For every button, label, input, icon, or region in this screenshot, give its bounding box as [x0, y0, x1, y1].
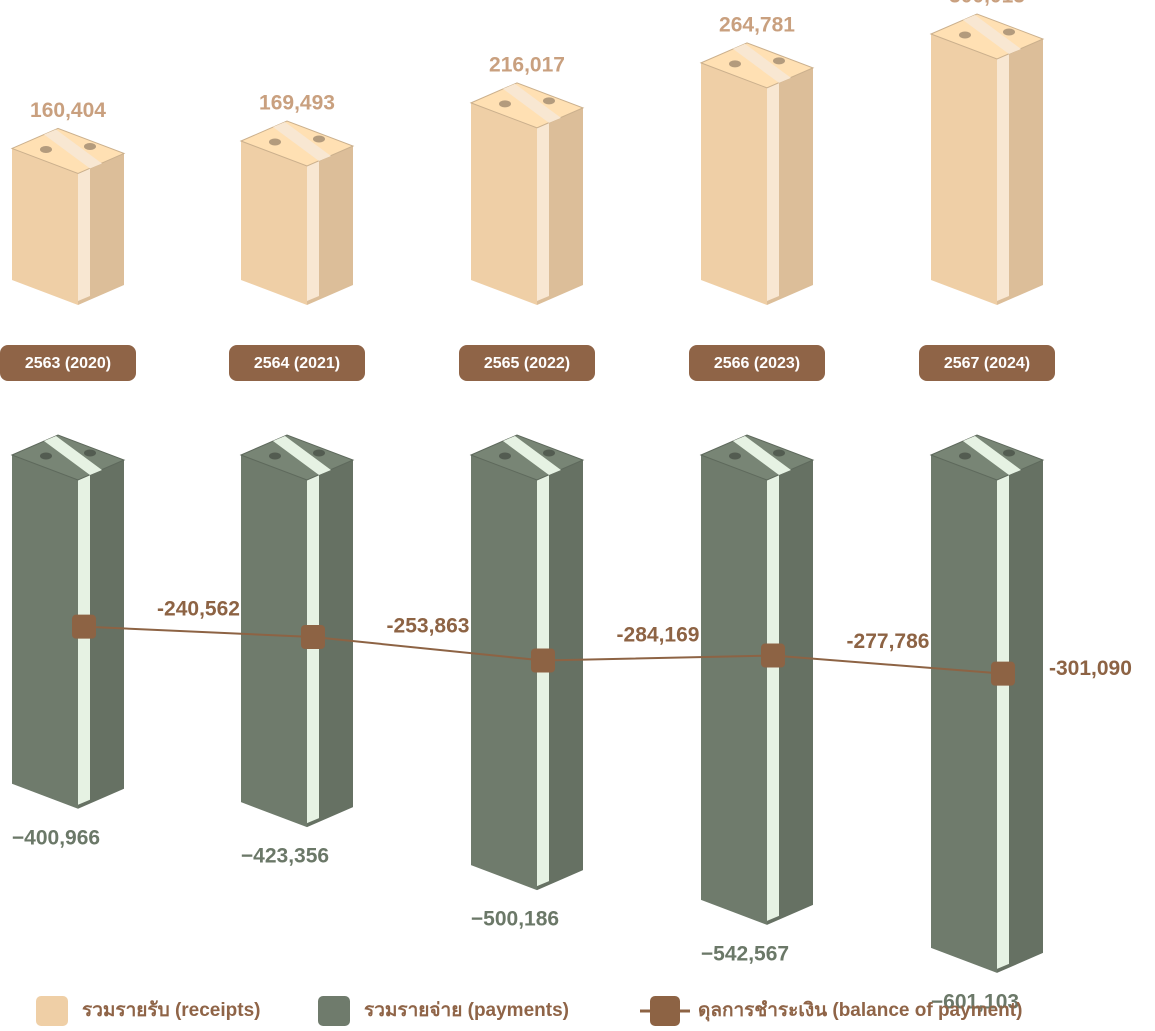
legend-swatch — [650, 996, 680, 1026]
bill-seal — [499, 100, 511, 108]
year-label: 2565 (2022) — [484, 355, 570, 372]
balance-marker — [72, 614, 96, 639]
year-label: 2567 (2024) — [944, 355, 1030, 372]
stack-left-face — [701, 455, 767, 925]
receipt-label: 264,781 — [719, 13, 795, 36]
stack-top-band — [273, 122, 331, 162]
stack-band — [767, 78, 779, 301]
stack-left-face — [931, 33, 997, 305]
stack-left-face — [701, 62, 767, 306]
bill-seal — [543, 449, 555, 457]
bill-seal — [313, 135, 325, 143]
stack-top-band — [503, 83, 561, 123]
year-label: 2566 (2023) — [714, 355, 800, 372]
bill-seal — [773, 57, 785, 65]
legend-label: ดุลการชำระเงิน (balance of payment) — [698, 1000, 1022, 1022]
balance-label: -284,169 — [617, 624, 700, 647]
bill-seal — [1003, 28, 1015, 36]
payment-stack — [699, 434, 815, 925]
payment-label: −500,186 — [471, 908, 559, 931]
year-pill — [0, 345, 136, 381]
balance-marker — [761, 643, 785, 668]
payment-stack — [929, 434, 1045, 973]
stack-band — [307, 157, 319, 301]
bill-seal — [959, 31, 971, 39]
stack-left-face — [471, 455, 537, 891]
bill-seal — [729, 60, 741, 68]
receipt-stack — [469, 82, 585, 305]
bill-seal — [959, 452, 971, 460]
payment-label: −542,567 — [701, 942, 789, 965]
legend-swatch — [36, 996, 68, 1026]
payment-label: −400,966 — [12, 826, 100, 849]
stack-left-face — [931, 455, 997, 973]
bill-seal — [40, 145, 52, 153]
stack-top-band — [963, 14, 1021, 54]
payment-stack — [10, 434, 126, 809]
bill-seal — [84, 142, 96, 150]
stack-top-band — [963, 436, 1021, 475]
balance-marker — [531, 648, 555, 673]
stack-left-face — [471, 102, 537, 305]
balance-label: -277,786 — [847, 630, 930, 653]
receipt-label: 300,013 — [949, 0, 1025, 8]
payment-stack — [239, 434, 355, 828]
stack-band — [537, 118, 549, 301]
stack-top-band — [273, 436, 331, 475]
stack-top-band — [733, 436, 791, 475]
stack-top-band — [733, 43, 791, 83]
balance-marker — [991, 661, 1015, 686]
bill-seal — [543, 97, 555, 105]
bill-seal — [773, 449, 785, 457]
balance-label: -301,090 — [1049, 657, 1132, 680]
receipt-label: 160,404 — [30, 99, 106, 122]
bill-seal — [1003, 449, 1015, 457]
bill-seal — [269, 452, 281, 460]
stack-top-band — [44, 129, 102, 169]
stack-band — [78, 164, 90, 301]
stack-top-band — [503, 436, 561, 475]
bill-seal — [729, 452, 741, 460]
year-pill — [919, 345, 1055, 381]
payment-label: −601,103 — [931, 990, 1019, 1013]
balance-label: -240,562 — [157, 597, 240, 620]
stack-band — [997, 49, 1009, 301]
bill-seal — [313, 449, 325, 457]
bill-seal — [499, 452, 511, 460]
bill-seal — [269, 138, 281, 146]
stack-left-face — [12, 148, 78, 305]
stack-band — [767, 471, 779, 921]
legend-label: รวมรายจ่าย (payments) — [364, 1000, 569, 1021]
stack-left-face — [241, 455, 307, 828]
stack-band — [997, 471, 1009, 969]
payment-label: −423,356 — [241, 845, 329, 868]
balance-label: -253,863 — [387, 614, 470, 637]
bill-seal — [84, 449, 96, 457]
stack-left-face — [12, 455, 78, 809]
receipt-stack — [10, 127, 126, 305]
receipt-stack — [699, 42, 815, 306]
receipt-label: 169,493 — [259, 92, 335, 115]
year-pill — [459, 345, 595, 381]
stack-left-face — [241, 141, 307, 305]
year-label: 2563 (2020) — [25, 355, 111, 372]
legend-label: รวมรายรับ (receipts) — [82, 1000, 260, 1021]
receipt-label: 216,017 — [489, 53, 565, 76]
receipt-stack — [929, 13, 1045, 305]
year-pill — [689, 345, 825, 381]
stack-top-band — [44, 436, 102, 475]
legend-swatch — [318, 996, 350, 1026]
year-label: 2564 (2021) — [254, 355, 340, 372]
bill-seal — [40, 452, 52, 460]
balance-marker — [301, 624, 325, 649]
stack-band — [537, 471, 549, 887]
payment-stack — [469, 434, 585, 891]
receipt-stack — [239, 120, 355, 305]
year-pill — [229, 345, 365, 381]
